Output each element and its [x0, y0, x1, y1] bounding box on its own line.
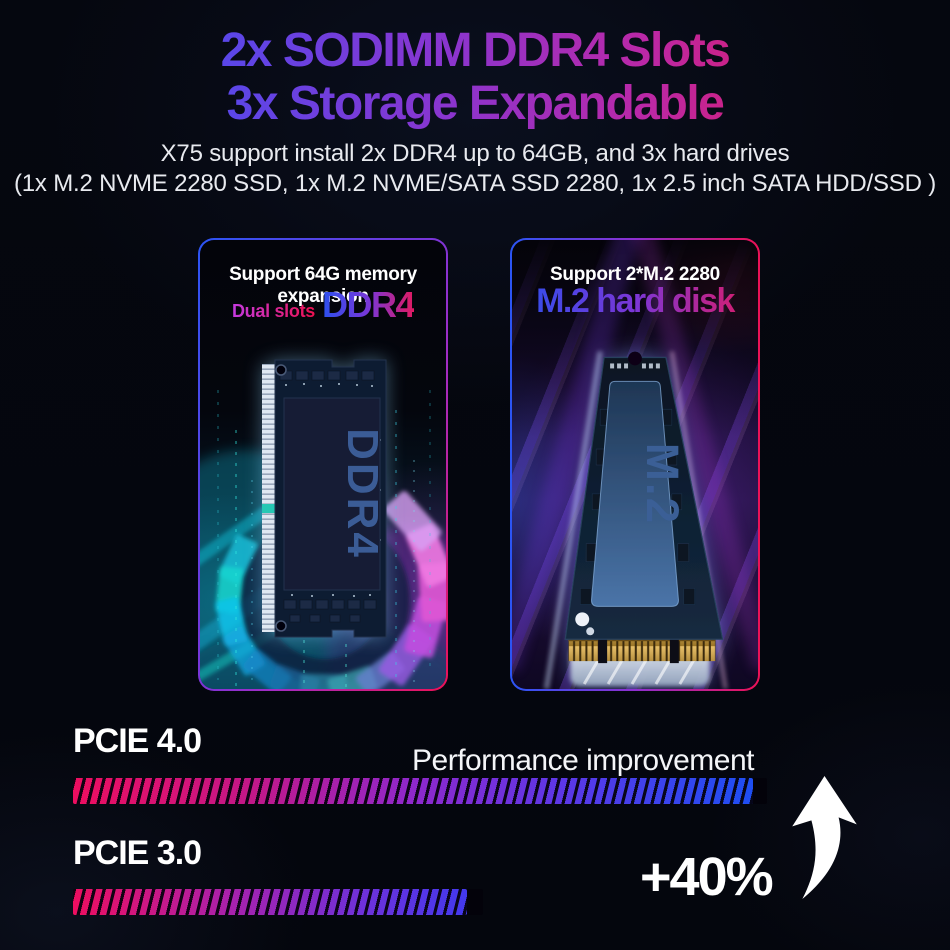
title-line-1: 2x SODIMM DDR4 Slots: [220, 24, 730, 77]
memory-card-background: DDR4 Support 64G memory expansion Dual s…: [200, 240, 446, 689]
pcie3-label: PCIE 3.0: [73, 834, 202, 872]
ddr4-module-label: DDR4: [338, 428, 387, 560]
pcie4-bar-stripes: [73, 778, 753, 804]
pcie3-bar-stripes: [73, 889, 467, 915]
title-line-2: 3x Storage Expandable: [226, 77, 724, 130]
subtitle-line-1: X75 support install 2x DDR4 up to 64GB, …: [160, 140, 790, 167]
m2-module-label: M.2: [637, 443, 688, 525]
storage-card-heading: Support 2*M.2 2280: [550, 264, 720, 285]
ddr4-module-image: DDR4: [200, 359, 446, 689]
pcie4-bar: [73, 778, 767, 804]
pcie4-label: PCIE 4.0: [73, 722, 202, 760]
pcie3-bar: [73, 889, 483, 915]
memory-card-heading: Support 64G memory expansion: [229, 264, 417, 307]
page-subtitle: X75 support install 2x DDR4 up to 64GB, …: [0, 139, 950, 199]
storage-card: M.2 Support 2*M.2 2280 M.2 hard disk: [510, 238, 760, 691]
growth-arrow-icon: [792, 776, 857, 899]
storage-card-background: M.2 Support 2*M.2 2280 M.2 hard disk: [512, 240, 758, 689]
memory-card-tagline: Dual slots DDR4: [200, 284, 446, 326]
m2-hard-disk-title: M.2 hard disk: [512, 282, 758, 321]
m2-ssd-image: M.2: [512, 240, 758, 689]
ddr4-label: DDR4: [322, 284, 416, 325]
page-title: 2x SODIMM DDR4 Slots 3x Storage Expandab…: [0, 24, 950, 130]
performance-gain: +40%: [640, 847, 774, 907]
memory-card: DDR4 Support 64G memory expansion Dual s…: [198, 238, 448, 691]
dual-slots-label: Dual slots: [231, 301, 315, 321]
performance-note: Performance improvement: [412, 744, 754, 777]
subtitle-line-2: (1x M.2 NVME 2280 SSD, 1x M.2 NVME/SATA …: [13, 170, 937, 197]
